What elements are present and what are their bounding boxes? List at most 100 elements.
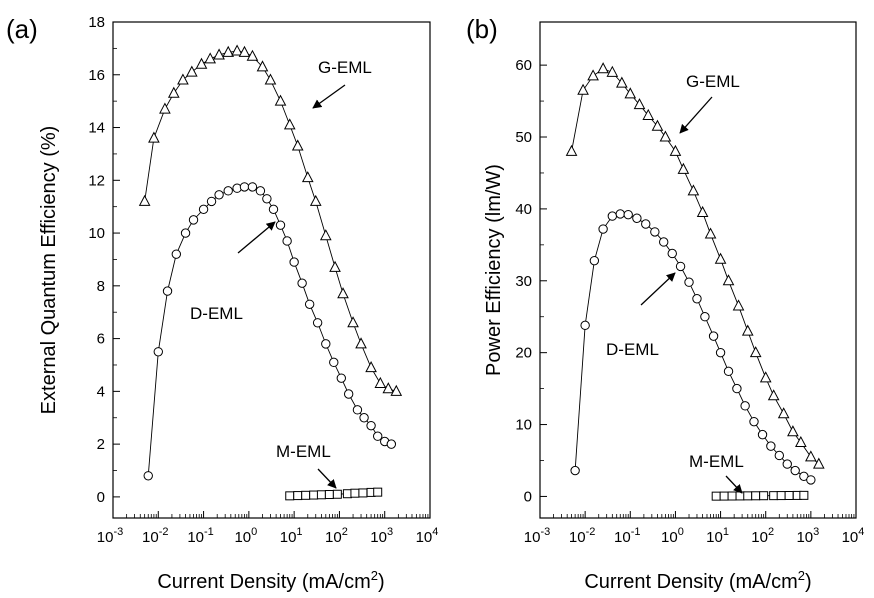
- x-tick-label: 10-1: [187, 526, 213, 546]
- point-d-eml: [255, 186, 266, 196]
- point-g-eml: [606, 65, 619, 77]
- point-d-eml: [757, 429, 768, 440]
- y-tick-label: 40: [515, 201, 532, 218]
- x-tick-label: 103: [370, 526, 393, 546]
- point-d-eml: [692, 294, 702, 304]
- y-tick-label: 10: [515, 417, 532, 434]
- point-m-eml: [769, 491, 779, 501]
- point-d-eml: [239, 182, 250, 192]
- annotation-g-eml-b: G-EML: [686, 72, 740, 91]
- point-g-eml: [812, 457, 825, 469]
- point-d-eml: [386, 439, 397, 449]
- point-d-eml: [715, 347, 726, 358]
- series-lines-b: [571, 68, 820, 497]
- point-m-eml: [735, 491, 745, 501]
- point-d-eml: [312, 318, 323, 328]
- point-m-eml: [285, 491, 295, 501]
- point-m-eml: [301, 490, 311, 500]
- point-g-eml: [587, 69, 599, 81]
- point-g-eml: [291, 139, 304, 151]
- point-d-eml: [247, 182, 258, 192]
- point-g-eml: [238, 45, 251, 57]
- point-d-eml: [282, 236, 292, 246]
- point-d-eml: [206, 196, 217, 207]
- plot-frame-a: [112, 21, 431, 519]
- y-ticks-a: 0 2 4 6 8 10 12 14 16 18: [88, 14, 120, 506]
- y-axis-title-a: External Quantum Efficiency (%): [38, 126, 60, 415]
- point-g-eml: [301, 171, 314, 183]
- annotation-arrow-d-eml-a: [237, 221, 276, 254]
- y-tick-label: 20: [515, 345, 532, 362]
- point-d-eml: [262, 194, 272, 204]
- point-d-eml: [749, 416, 759, 427]
- point-g-eml: [767, 389, 780, 401]
- point-d-eml: [372, 431, 383, 441]
- point-g-eml: [167, 86, 180, 98]
- point-d-eml: [684, 277, 694, 287]
- point-d-eml: [180, 228, 191, 238]
- point-d-eml: [321, 339, 331, 349]
- point-g-eml: [329, 260, 341, 272]
- series-line-g-eml: [571, 68, 820, 465]
- point-d-eml: [650, 227, 660, 237]
- point-m-eml: [711, 491, 721, 501]
- point-g-eml: [365, 361, 377, 373]
- point-d-eml: [214, 190, 224, 200]
- x-tick-label: 10-2: [569, 526, 595, 546]
- point-g-eml: [633, 98, 646, 110]
- point-g-eml: [749, 346, 762, 358]
- y-tick-label: 16: [88, 67, 105, 84]
- point-g-eml: [651, 119, 664, 131]
- x-tick-label: 102: [325, 526, 348, 546]
- point-g-eml: [355, 337, 367, 349]
- point-d-eml: [732, 383, 742, 394]
- point-d-eml: [268, 204, 279, 215]
- point-g-eml: [677, 162, 690, 174]
- y-ticks-b: 0 10 20 30 40 50 60: [515, 57, 547, 505]
- annotation-arrow-m-eml-a: [317, 468, 337, 489]
- x-tick-label: 10-1: [614, 526, 640, 546]
- point-g-eml: [687, 184, 700, 196]
- panel-a: (a) 10-3 10-2 10-1 100 101 102 103 104 0 2 4 6 8 10 1…: [6, 14, 438, 593]
- point-d-eml: [615, 209, 625, 219]
- point-g-eml: [616, 76, 628, 88]
- point-g-eml: [741, 324, 754, 336]
- x-ticks-a: 10-3 10-2 10-1 100 101 102 103 104: [97, 511, 438, 546]
- x-tick-label: 100: [234, 526, 257, 546]
- y-tick-label: 2: [97, 436, 105, 453]
- point-g-eml: [159, 102, 171, 114]
- point-g-eml: [246, 49, 259, 61]
- panel-label-b: (b): [466, 14, 498, 44]
- point-m-eml: [293, 491, 303, 501]
- point-m-eml: [727, 491, 737, 501]
- point-m-eml: [358, 488, 368, 498]
- y-tick-label: 4: [97, 383, 105, 400]
- point-d-eml: [774, 450, 785, 461]
- point-g-eml: [597, 62, 609, 74]
- point-m-eml: [743, 491, 753, 501]
- x-axis-title-b: Current Density (mA/cm2): [584, 568, 811, 593]
- point-g-eml: [624, 87, 637, 99]
- x-tick-label: 101: [280, 526, 303, 546]
- point-d-eml: [580, 320, 590, 331]
- point-d-eml: [766, 441, 776, 451]
- y-tick-label: 14: [88, 120, 105, 137]
- panel-label-a: (a): [6, 14, 38, 44]
- point-d-eml: [352, 405, 363, 415]
- point-g-eml: [231, 44, 243, 56]
- point-d-eml: [589, 255, 600, 266]
- point-m-eml: [350, 488, 360, 498]
- point-d-eml: [667, 248, 677, 259]
- point-g-eml: [704, 227, 717, 239]
- point-d-eml: [366, 420, 376, 431]
- annotation-m-eml-a: M-EML: [276, 442, 331, 461]
- point-g-eml: [714, 252, 727, 264]
- point-d-eml: [153, 347, 163, 357]
- x-tick-label: 100: [661, 526, 684, 546]
- panel-b: (b) 10-3 10-2 10-1 100 101 102 103 104 0 10 20 30 4…: [466, 14, 864, 593]
- point-m-eml: [784, 491, 794, 501]
- point-g-eml: [777, 407, 790, 419]
- annotation-d-eml-b: D-EML: [606, 340, 659, 359]
- point-d-eml: [782, 459, 792, 469]
